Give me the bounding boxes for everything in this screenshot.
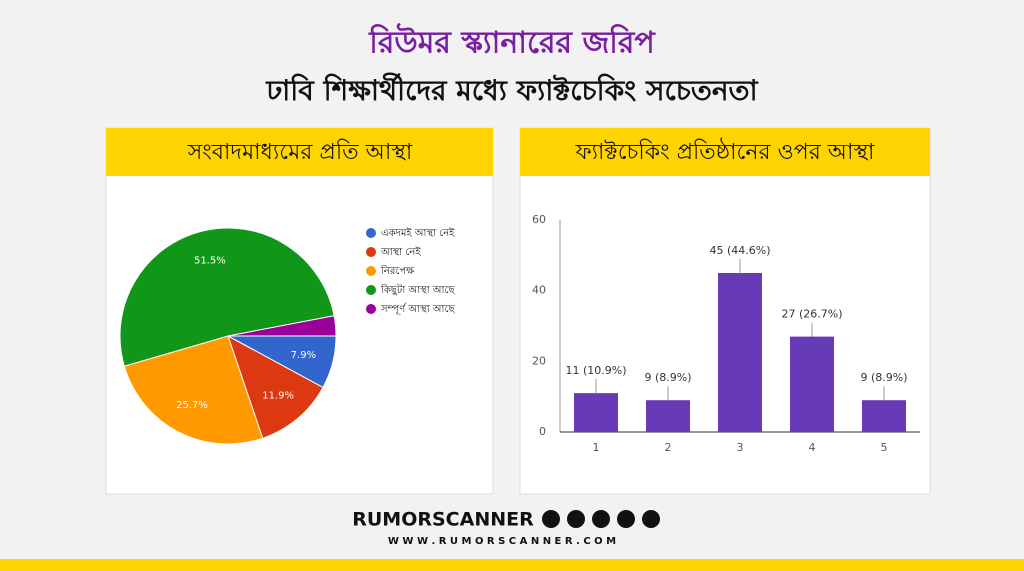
pie-slice [119, 227, 335, 367]
brand: RUMORSCANNER [352, 509, 534, 531]
bar [646, 400, 690, 432]
page-subtitle: ঢাবি শিক্ষার্থীদের মধ্যে ফ্যাক্টচেকিং সচ… [265, 72, 758, 107]
y-tick-label: 20 [532, 354, 546, 367]
value-label: 27 (26.7%) [781, 308, 842, 321]
bar [718, 273, 762, 432]
value-label: 9 (8.9%) [644, 371, 691, 384]
legend-swatch [366, 228, 376, 238]
icon [542, 510, 560, 528]
bar [574, 393, 618, 432]
icon [592, 510, 610, 528]
panel-header [520, 128, 930, 176]
legend-swatch [366, 285, 376, 295]
icon [642, 510, 660, 528]
value-label: 45 (44.6%) [709, 244, 770, 257]
legend-label: আস্থা নেই [380, 246, 421, 258]
icon [617, 510, 635, 528]
legend-label: একদমই আস্থা নেই [381, 227, 455, 239]
chart-title: সংবাদমাধ্যমের প্রতি আস্থা [187, 139, 413, 165]
legend-swatch [366, 304, 376, 314]
slice-label: 11.9% [262, 390, 294, 401]
pie-slice [123, 335, 264, 445]
x-tick-label: 2 [665, 441, 672, 454]
panel-header [106, 128, 493, 176]
x-tick-label: 4 [809, 441, 816, 454]
value-label: 11 (10.9%) [565, 364, 626, 377]
x-tick-label: 5 [881, 441, 888, 454]
url: W W W . R U M O R S C A N N E R . C O M [388, 536, 616, 547]
page-title: রিউমর স্ক্যানারের জরিপ [368, 23, 656, 61]
slice-label: 25.7% [176, 400, 208, 411]
x-tick-label: 3 [737, 441, 744, 454]
social-icons [542, 510, 660, 528]
legend-swatch [366, 266, 376, 276]
y-tick-label: 0 [539, 425, 546, 438]
bottom-strip [0, 559, 1024, 571]
slice-label: 51.5% [194, 255, 226, 266]
legend-label: সম্পূর্ণ আস্থা আছে [380, 303, 455, 315]
icon [567, 510, 585, 528]
x-tick-label: 1 [593, 441, 600, 454]
bar [862, 400, 906, 432]
legend-label: কিছুটা আস্থা আছে [380, 283, 455, 296]
y-tick-label: 40 [532, 284, 546, 297]
pie-slice [227, 334, 324, 439]
value-label: 9 (8.9%) [860, 371, 907, 384]
chart-title: ফ্যাক্টচেকিং প্রতিষ্ঠানের ওপর আস্থা [575, 138, 875, 165]
y-tick-label: 60 [532, 213, 546, 226]
bar [790, 336, 834, 432]
pie-slice [227, 315, 337, 337]
slice-label: 7.9% [291, 350, 316, 361]
legend-swatch [366, 247, 376, 257]
legend-label: নিরপেক্ষ [380, 265, 415, 277]
